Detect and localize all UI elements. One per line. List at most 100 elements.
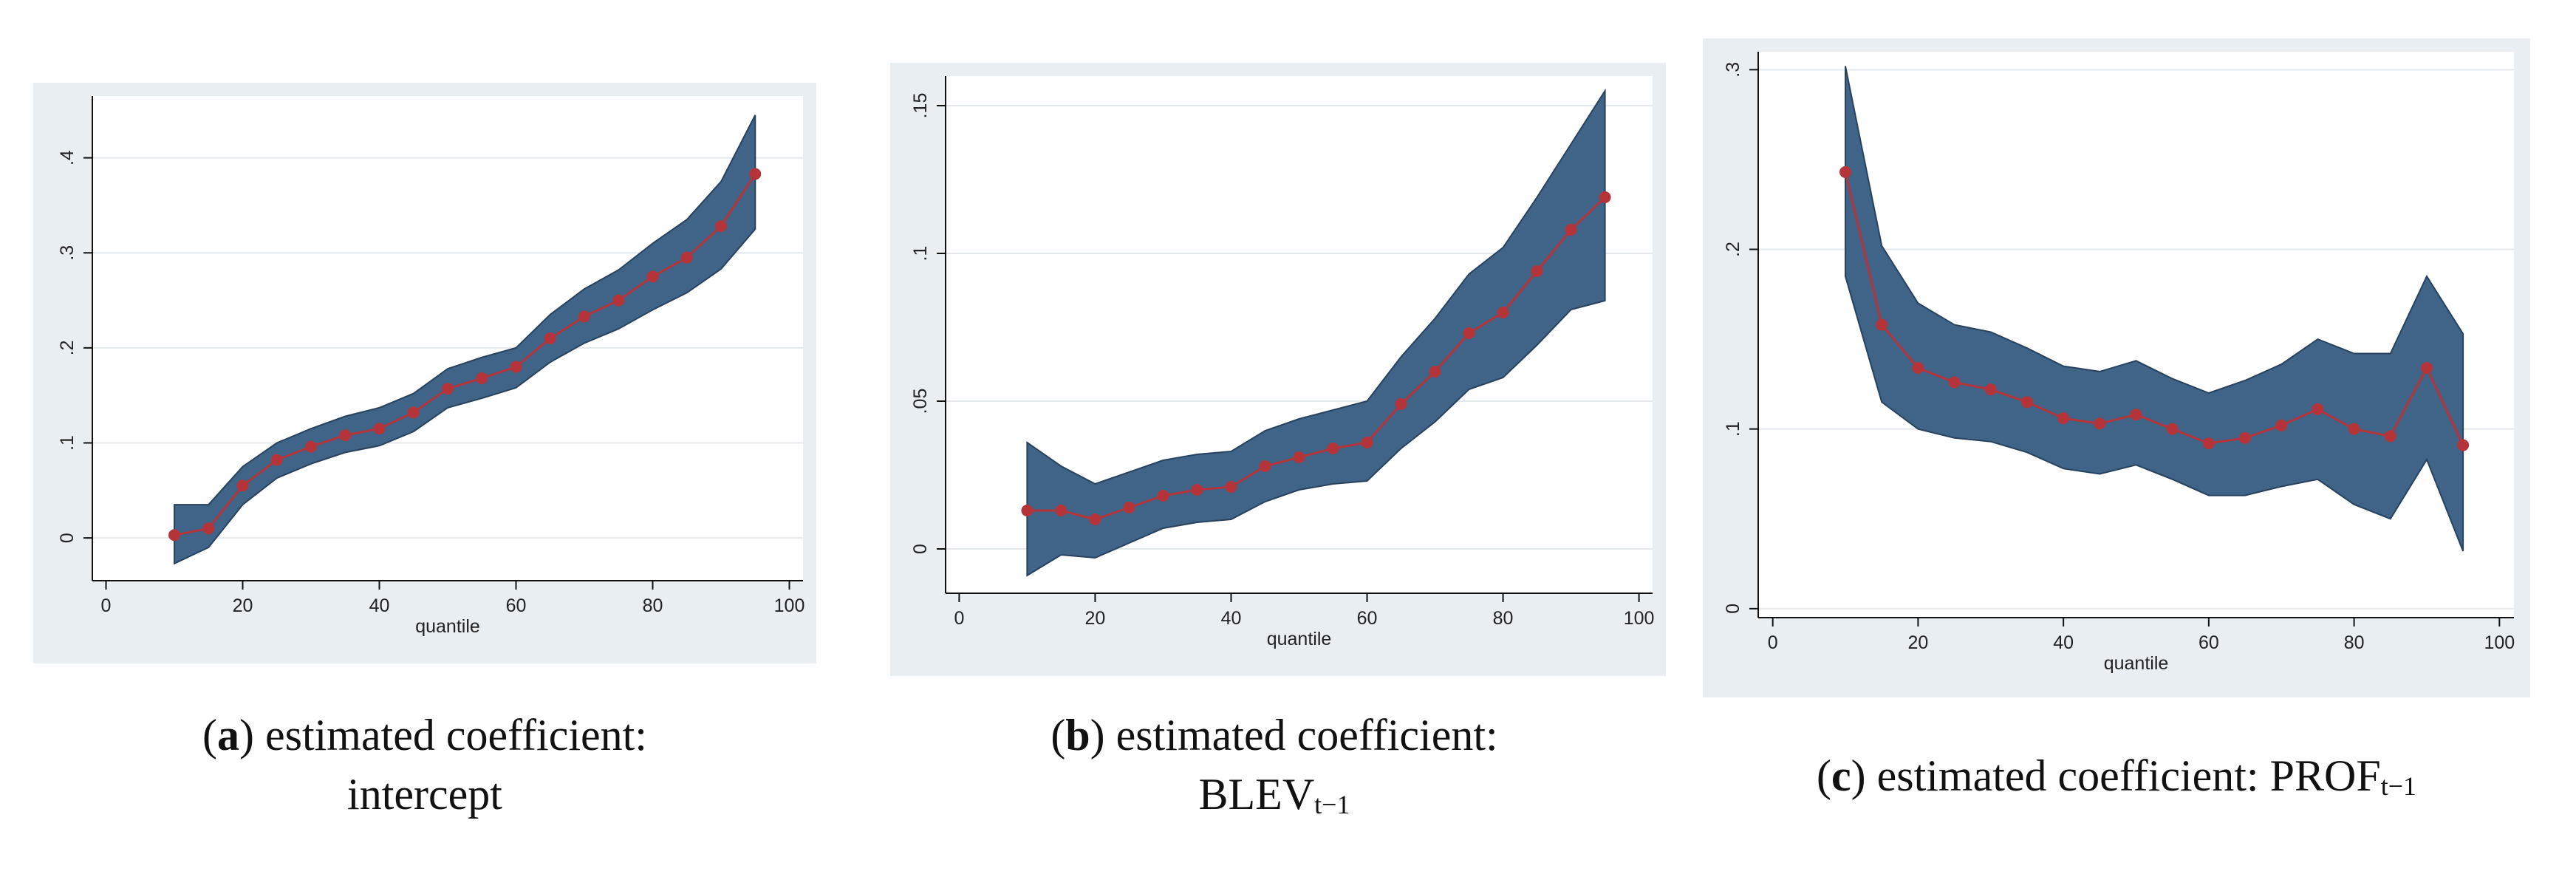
chart-c-estimate-point (2094, 417, 2106, 430)
chart-b-estimate-point (1021, 505, 1034, 516)
caption-a-letter: a (216, 711, 239, 759)
chart-a-estimate-point (202, 522, 215, 535)
chart-a-estimate-point (476, 372, 488, 385)
chart-panel-c: 0 20 40 60 80 100 0 .1 .2 .3 quantile (1703, 38, 2530, 697)
chart-a-x-axis-label: quantile (415, 616, 480, 637)
chart-b-estimate-point (1055, 505, 1067, 516)
chart-b-estimate-point (1565, 224, 1577, 236)
chart-c-y-tick-label: 0 (1723, 604, 1743, 614)
chart-b-y-tick-label: .05 (910, 389, 931, 414)
caption-b-letter: b (1065, 711, 1090, 759)
chart-c-estimate-point (1876, 318, 1888, 331)
chart-c-x-tick-label: 0 (1768, 632, 1778, 653)
caption-b: (b) estimated coefficient: BLEVt−1 (923, 706, 1625, 834)
chart-c-estimate-point (2057, 412, 2070, 425)
chart-b-estimate-point (1327, 443, 1339, 454)
chart-c-x-axis-label: quantile (2104, 653, 2169, 674)
chart-c-x-tick-label: 80 (2344, 632, 2365, 653)
chart-c-estimate-point (2384, 430, 2396, 443)
caption-c-subscript: t−1 (2380, 771, 2416, 801)
chart-c-estimate-point (2166, 423, 2179, 435)
chart-a-confidence-band (174, 115, 756, 565)
chart-b-estimate-point (1599, 191, 1611, 203)
caption-a: (a) estimated coefficient: intercept (92, 706, 757, 824)
caption-b-line2: BLEV (1198, 770, 1315, 819)
chart-c-y-tick-label: .2 (1723, 242, 1743, 257)
chart-a-estimate-point (168, 529, 180, 542)
chart-c-svg: 0 20 40 60 80 100 0 .1 .2 .3 quantile (1703, 38, 2530, 697)
chart-a-estimate-point (544, 332, 556, 344)
caption-a-line2: intercept (347, 770, 502, 819)
chart-c-estimate-point (2420, 361, 2433, 374)
chart-b-estimate-point (1531, 265, 1543, 277)
chart-b-confidence-band (1026, 88, 1606, 577)
caption-b-open: ( (1050, 711, 1066, 759)
chart-b-estimate-point (1429, 366, 1441, 378)
chart-a-x-tick-label: 0 (101, 595, 112, 616)
chart-c-estimate-point (2239, 431, 2252, 444)
chart-a-estimate-point (236, 479, 249, 492)
chart-b-estimate-point (1123, 502, 1135, 513)
chart-c-y-tick-label: .1 (1723, 421, 1743, 437)
chart-b-estimate-point (1259, 460, 1271, 472)
chart-b-estimate-point (1463, 327, 1475, 339)
chart-c-confidence-band (1845, 66, 2464, 552)
chart-b-x-tick-label: 40 (1221, 608, 1242, 629)
chart-b-estimate-line (1027, 196, 1606, 521)
chart-panel-a: 0 20 40 60 80 100 0 .1 .2 .3 .4 quantile (33, 83, 816, 663)
chart-a-estimate-point (749, 168, 762, 180)
caption-c-letter: c (1831, 751, 1851, 800)
chart-b-x-tick-label: 80 (1493, 608, 1514, 629)
chart-c-x-tick-label: 20 (1907, 632, 1928, 653)
chart-b-y-tick-label: 0 (910, 544, 931, 554)
chart-c-estimate-point (2312, 403, 2324, 415)
caption-a-close: ) (239, 711, 254, 759)
chart-a-estimate-point (305, 440, 317, 453)
chart-a-estimate-point (339, 429, 352, 442)
chart-b-y-tick-label: .1 (910, 246, 931, 262)
chart-b-x-tick-label: 20 (1085, 608, 1106, 629)
chart-a-x-tick-label: 20 (233, 595, 253, 616)
chart-a-x-tick-label: 40 (369, 595, 390, 616)
chart-a-y-tick-label: .4 (57, 150, 78, 165)
chart-b-estimate-point (1497, 307, 1509, 318)
chart-c-x-tick-label: 60 (2199, 632, 2219, 653)
chart-a-y-tick-label: .3 (57, 245, 78, 261)
chart-b-estimate-point (1225, 481, 1237, 493)
caption-b-subscript: t−1 (1314, 790, 1350, 819)
chart-a-y-tick-label: .1 (57, 435, 78, 451)
chart-c-x-tick-label: 40 (2053, 632, 2074, 653)
chart-b-x-tick-label: 60 (1357, 608, 1378, 629)
chart-a-x-tick-label: 80 (643, 595, 663, 616)
chart-a-estimate-point (442, 383, 454, 395)
chart-c-estimate-point (2275, 419, 2288, 431)
chart-b-svg: 0 20 40 60 80 100 0 .05 .1 .15 quantile (890, 63, 1666, 676)
chart-panel-b: 0 20 40 60 80 100 0 .05 .1 .15 quantile (890, 63, 1666, 676)
caption-c-open: ( (1816, 751, 1831, 800)
chart-a-estimate-point (270, 454, 283, 466)
chart-a-x-tick-label: 60 (506, 595, 527, 616)
chart-a-estimate-line (174, 173, 756, 536)
caption-a-open: ( (202, 711, 217, 759)
chart-c-x-tick-label: 100 (2484, 632, 2515, 653)
chart-a-x-tick-label: 100 (774, 595, 805, 616)
chart-a-plot-area (92, 96, 803, 581)
chart-b-x-tick-label: 100 (1624, 608, 1655, 629)
chart-c-estimate-point (2202, 437, 2215, 450)
caption-c-close: ) (1851, 751, 1866, 800)
chart-b-estimate-point (1395, 398, 1407, 410)
chart-a-estimate-point (646, 270, 659, 283)
caption-c: (c) estimated coefficient: PROFt−1 (1692, 746, 2541, 816)
chart-c-estimate-point (2020, 396, 2033, 409)
chart-c-estimate-point (1839, 165, 1852, 178)
chart-c-estimate-point (1984, 383, 1997, 396)
chart-a-y-tick-label: 0 (57, 533, 78, 543)
chart-c-y-tick-label: .3 (1723, 62, 1743, 78)
chart-a-estimate-point (510, 361, 522, 373)
chart-c-estimate-point (2457, 439, 2470, 451)
caption-a-line1: estimated coefficient: (253, 711, 647, 759)
chart-a-estimate-point (373, 423, 386, 435)
caption-c-line1: estimated coefficient: PROF (1865, 751, 2381, 800)
chart-c-estimate-line (1844, 171, 2464, 446)
chart-a-estimate-point (407, 406, 420, 419)
